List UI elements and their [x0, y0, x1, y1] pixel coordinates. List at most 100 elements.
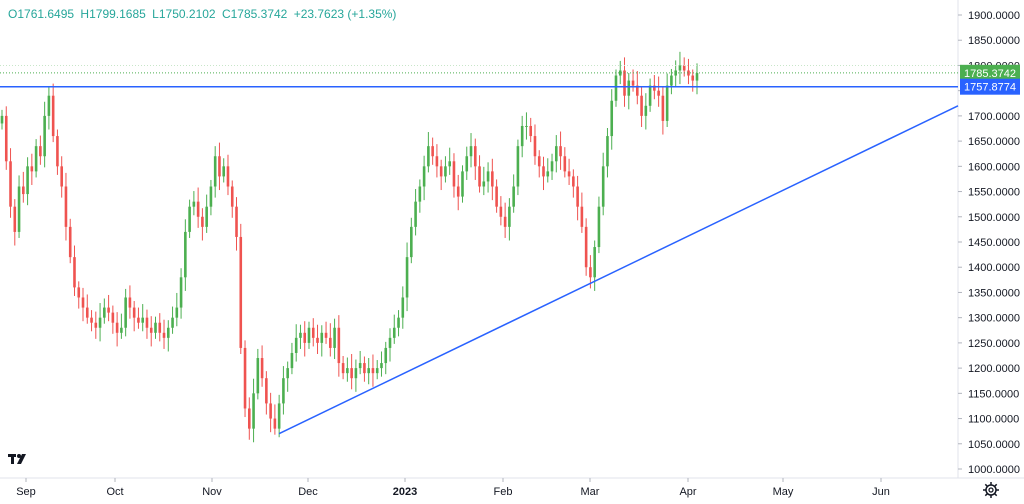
candle-body — [623, 70, 626, 96]
candle-body — [115, 322, 119, 333]
x-tick-label: Mar — [581, 486, 600, 498]
candle-body — [414, 201, 417, 227]
candle-body — [243, 347, 247, 409]
candle-body — [30, 166, 34, 172]
candle-body — [597, 206, 601, 248]
candle-body — [563, 156, 567, 172]
candle-body — [222, 166, 226, 177]
candle-body — [184, 231, 187, 278]
last-price-label-bg — [960, 64, 1020, 81]
candle-body — [397, 317, 400, 328]
ascending-trendline — [278, 105, 959, 435]
candle-body — [341, 363, 345, 374]
candle-body — [188, 206, 191, 232]
candle-body — [149, 327, 153, 333]
y-tick-label: 1000.0000 — [968, 464, 1020, 476]
horizontal-level-label-bg — [960, 78, 1020, 95]
candle-body — [26, 166, 29, 195]
candle-body — [162, 332, 166, 338]
candle-body — [606, 136, 609, 167]
candle-body — [636, 85, 639, 96]
candle-body — [34, 146, 38, 172]
x-tick-label: Dec — [298, 486, 318, 498]
candle-body — [64, 186, 68, 227]
candle-body — [81, 297, 85, 308]
candle-body — [218, 156, 221, 177]
candle-body — [316, 337, 319, 343]
candle-body — [256, 358, 260, 394]
candle-body — [427, 146, 430, 167]
candle-body — [205, 206, 208, 227]
candle-body — [329, 337, 332, 348]
candle-body — [491, 171, 494, 187]
candle-body — [461, 171, 464, 197]
candle-body — [572, 176, 575, 187]
candle-body — [56, 136, 59, 167]
candle-body — [171, 317, 174, 328]
y-tick-label: 1550.0000 — [968, 187, 1020, 199]
candle-body — [375, 368, 379, 374]
candle-body — [687, 70, 690, 76]
candle-body — [166, 327, 170, 338]
candle-body — [448, 161, 451, 167]
tradingview-logo-icon[interactable] — [7, 450, 33, 470]
candle-body — [128, 297, 132, 308]
y-tick-label: 1150.0000 — [968, 388, 1019, 400]
candle-body — [311, 327, 315, 338]
candle-body — [299, 332, 302, 338]
candle-body — [627, 80, 631, 96]
candle-body — [252, 393, 255, 429]
candle-body — [154, 322, 157, 333]
x-tick-label: Apr — [679, 486, 696, 498]
x-tick-label: 2023 — [393, 486, 417, 498]
candle-body — [648, 85, 652, 106]
candle-body — [567, 171, 571, 177]
candle-body — [644, 105, 648, 116]
candle-body — [286, 368, 289, 379]
candle-body — [473, 146, 477, 167]
candle-body — [422, 166, 426, 187]
candle-body — [533, 136, 537, 157]
candle-body — [576, 186, 579, 207]
candle-body — [111, 312, 115, 323]
last-price-label: 1785.3742 — [964, 68, 1016, 80]
x-tick-label: May — [773, 486, 794, 498]
y-tick-label: 1300.0000 — [968, 313, 1020, 325]
candle-body — [269, 403, 272, 419]
candle-body — [695, 73, 699, 81]
candle-body — [226, 166, 230, 187]
candle-body — [499, 206, 503, 217]
candle-body — [213, 156, 217, 187]
high-value: 1799.1685 — [89, 7, 146, 21]
y-tick-label: 1400.0000 — [968, 262, 1020, 274]
candle-body — [230, 186, 234, 207]
y-tick-label: 1500.0000 — [968, 212, 1020, 224]
candle-body — [380, 363, 383, 369]
candle-body — [657, 90, 660, 96]
open-label: O — [8, 7, 18, 21]
candle-body — [618, 70, 622, 76]
candle-body — [559, 146, 562, 157]
candle-body — [614, 75, 618, 101]
candle-body — [13, 206, 17, 232]
candle-body — [209, 186, 213, 207]
candle-body — [508, 206, 511, 227]
candle-body — [388, 337, 392, 348]
candle-body — [294, 337, 298, 353]
y-tick-label: 1250.0000 — [968, 338, 1020, 350]
candle-body — [367, 368, 370, 374]
candle-body — [631, 80, 635, 86]
candle-body — [401, 297, 405, 318]
candle-body — [486, 171, 490, 182]
candle-body — [90, 317, 93, 323]
candle-body — [107, 307, 110, 313]
candle-body — [277, 403, 281, 429]
candle-body — [682, 65, 686, 71]
candle-body — [589, 267, 592, 278]
candle-body — [235, 206, 238, 237]
gear-icon[interactable] — [982, 481, 1000, 499]
candle-body — [546, 171, 550, 177]
close-value: 1785.3742 — [230, 7, 288, 21]
candle-body — [363, 363, 366, 374]
